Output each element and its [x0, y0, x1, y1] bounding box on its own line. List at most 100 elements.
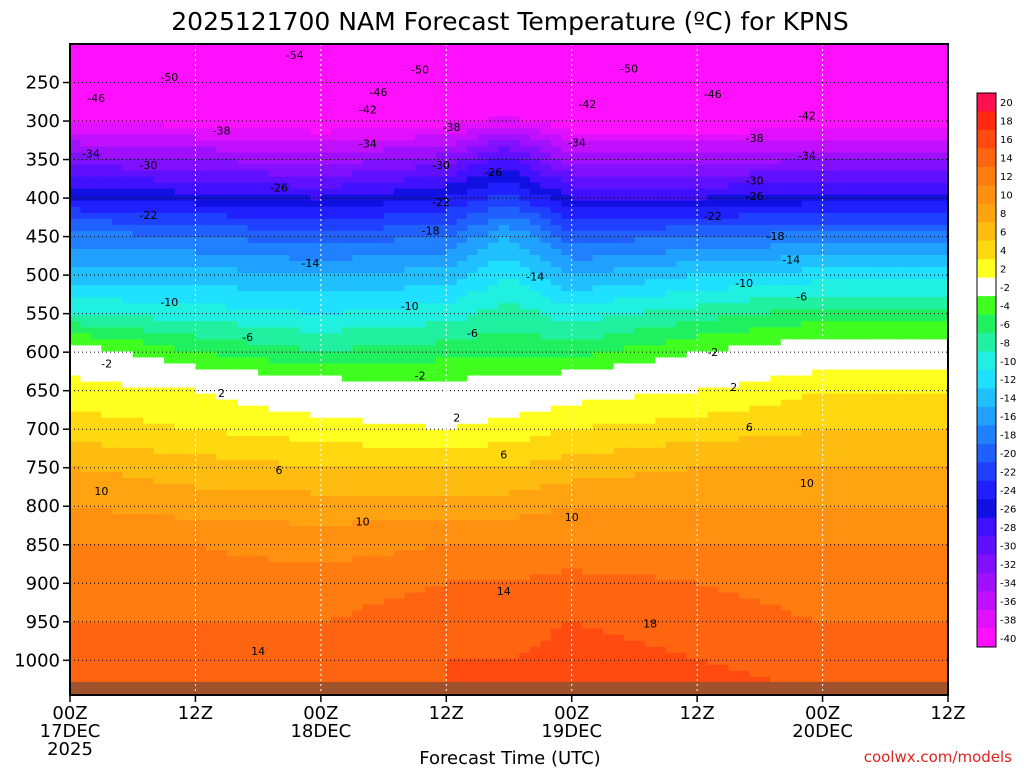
heat-cell: [299, 212, 311, 220]
heat-cell: [362, 194, 374, 202]
heat-cell: [425, 664, 437, 672]
heat-cell: [425, 381, 437, 389]
heat-cell: [216, 423, 228, 431]
heat-cell: [164, 206, 176, 214]
heat-cell: [540, 429, 552, 437]
heat-cell: [477, 182, 489, 190]
heat-cell: [383, 236, 395, 244]
heat-cell: [320, 471, 332, 479]
heat-cell: [111, 550, 123, 557]
heat-cell: [143, 658, 155, 666]
heat-cell: [122, 86, 134, 93]
heat-cell: [247, 658, 259, 666]
heat-cell: [320, 604, 332, 612]
heat-cell: [258, 86, 270, 93]
heat-cell: [237, 315, 249, 322]
heat-cell: [258, 429, 270, 437]
heat-cell: [268, 490, 280, 497]
heat-cell: [143, 218, 155, 226]
heat-cell: [132, 230, 144, 238]
heat-cell: [279, 453, 291, 461]
heat-cell: [247, 399, 259, 407]
heat-cell: [435, 128, 447, 136]
heat-cell: [90, 230, 102, 238]
heat-cell: [258, 230, 270, 238]
heat-cell: [258, 538, 270, 545]
heat-cell: [195, 254, 207, 262]
heat-cell: [498, 110, 510, 117]
heat-cell: [477, 327, 489, 334]
heat-cell: [529, 104, 541, 111]
heat-cell: [446, 303, 458, 310]
heat-cell: [111, 146, 123, 154]
heat-cell: [362, 104, 374, 111]
heat-cell: [122, 622, 134, 630]
heat-cell: [268, 74, 280, 81]
heat-cell: [237, 279, 249, 286]
heat-cell: [216, 429, 228, 437]
heat-cell: [446, 514, 458, 521]
heat-cell: [90, 544, 102, 551]
heat-cell: [529, 194, 541, 202]
heat-cell: [80, 248, 92, 256]
heat-cell: [289, 490, 301, 497]
heat-cell: [174, 441, 186, 449]
heat-cell: [132, 652, 144, 660]
heat-cell: [143, 393, 155, 401]
heat-cell: [289, 562, 301, 570]
heat-cell: [352, 188, 364, 196]
heat-cell: [310, 429, 322, 437]
heat-cell: [509, 164, 521, 172]
heat-cell: [310, 230, 322, 238]
heat-cell: [216, 236, 228, 244]
heat-cell: [477, 664, 489, 672]
heat-cell: [373, 92, 385, 99]
heat-cell: [153, 478, 165, 485]
heat-cell: [550, 80, 562, 87]
heat-cell: [404, 200, 416, 208]
heat-cell: [456, 429, 468, 437]
heat-cell: [226, 285, 238, 292]
heat-cell: [488, 586, 500, 594]
heat-cell: [383, 152, 395, 160]
heat-cell: [425, 303, 437, 310]
heat-cell: [226, 140, 238, 148]
heat-cell: [184, 544, 197, 551]
heat-cell: [414, 646, 426, 654]
heat-cell: [299, 676, 311, 684]
heat-cell: [404, 128, 416, 136]
heat-cell: [456, 592, 468, 600]
heat-cell: [122, 194, 134, 202]
heat-cell: [70, 309, 82, 316]
heat-cell: [195, 453, 207, 461]
heat-cell: [299, 164, 311, 172]
heat-cell: [488, 574, 500, 582]
heat-cell: [509, 622, 521, 630]
heat-cell: [80, 664, 92, 672]
heat-cell: [435, 490, 447, 497]
heat-cell: [258, 369, 270, 377]
heat-cell: [174, 303, 186, 310]
heat-cell: [132, 267, 144, 274]
heat-cell: [467, 291, 479, 298]
heat-cell: [174, 230, 186, 238]
heat-cell: [153, 634, 165, 642]
heat-cell: [446, 273, 458, 280]
heat-cell: [174, 652, 186, 660]
heat-cell: [111, 484, 123, 491]
heat-cell: [425, 526, 437, 533]
heat-cell: [540, 92, 552, 99]
heat-cell: [540, 351, 552, 359]
heat-cell: [373, 658, 385, 666]
heat-cell: [341, 411, 353, 419]
heat-cell: [226, 604, 238, 612]
heat-cell: [341, 658, 353, 666]
heat-cell: [216, 417, 228, 425]
heat-cell: [425, 206, 437, 214]
heat-cell: [195, 676, 207, 684]
heat-cell: [122, 496, 134, 503]
heat-cell: [341, 291, 353, 298]
heat-cell: [80, 140, 92, 148]
heat-cell: [341, 194, 353, 202]
heat-cell: [488, 592, 500, 600]
